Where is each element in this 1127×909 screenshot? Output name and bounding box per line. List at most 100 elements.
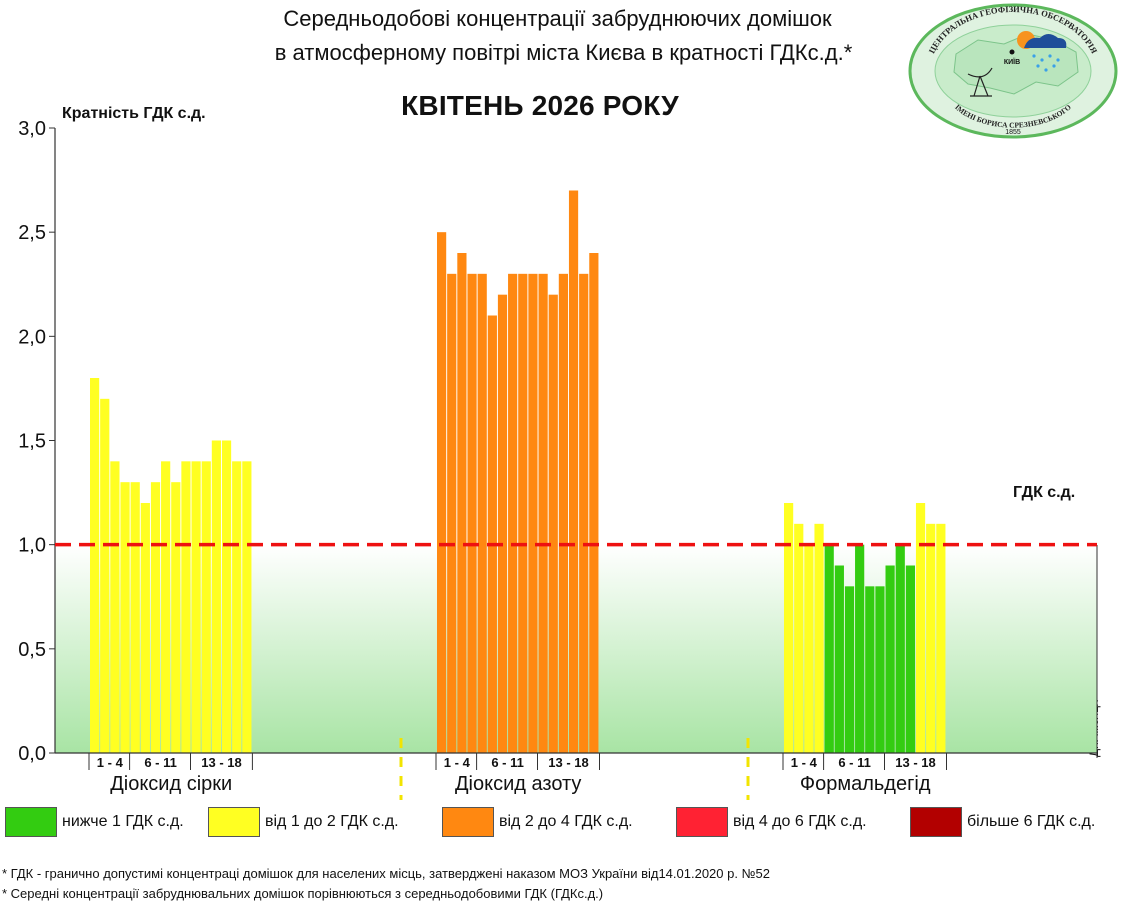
bar	[558, 273, 568, 753]
bar	[875, 586, 885, 753]
bar	[548, 294, 558, 753]
bar	[191, 461, 201, 753]
x-labels: 1 - 4 6 - 11 13 - 18 Діоксид сірки 1 - 4 6 - …	[88, 753, 947, 795]
bar	[885, 565, 895, 753]
day-range-label: 6 - 11	[491, 755, 524, 770]
bar	[579, 273, 589, 753]
bar	[497, 294, 508, 753]
y-axis-label: Кратність ГДК с.д.	[62, 105, 206, 122]
day-range-label: 6 - 11	[838, 755, 871, 770]
bar	[538, 273, 548, 753]
legend-item-darkred: більше 6 ГДК с.д.	[910, 806, 1095, 838]
bar	[130, 482, 140, 753]
bar	[834, 565, 844, 753]
radar-dish-icon	[967, 67, 993, 97]
bar	[221, 440, 232, 753]
bar	[211, 440, 221, 753]
y-tick-label: 1,5	[18, 431, 46, 453]
bar	[181, 461, 191, 753]
y-tick-label: 3,0	[18, 118, 46, 140]
bar	[90, 378, 100, 753]
y-tick-label: 0,5	[18, 639, 46, 661]
bar	[936, 523, 946, 753]
bar	[844, 586, 855, 753]
y-axis: 0,0 0,5 1,0 1,5 2,0 2,5 3,0	[18, 118, 56, 765]
bar	[140, 503, 150, 753]
legend-swatch-orange	[442, 807, 494, 837]
rain-drops-icon	[1032, 54, 1060, 72]
day-range-label: 1 - 4	[97, 755, 124, 770]
gdk-line-label: ГДК с.д.	[1013, 484, 1076, 501]
day-range-label: 13 - 18	[201, 755, 241, 770]
bar	[589, 253, 599, 753]
legend-swatch-darkred	[910, 807, 962, 837]
bar	[467, 273, 477, 753]
legend-swatch-red	[676, 807, 728, 837]
kyiv-marker	[1009, 49, 1015, 55]
footnotes: * ГДК - гранично допустимі концентраці д…	[2, 864, 770, 904]
bar	[150, 482, 161, 753]
bar	[528, 273, 538, 753]
y-tick-label: 2,5	[18, 222, 46, 244]
bar	[447, 273, 457, 753]
month-title: КВІТЕНЬ 2026 РОКУ	[401, 90, 679, 121]
bar	[804, 544, 814, 753]
bar	[824, 544, 834, 753]
legend-label-yellow: від 1 до 2 ГДК с.д.	[265, 813, 399, 830]
bar	[794, 523, 804, 753]
day-range-label: 13 - 18	[895, 755, 935, 770]
bar	[865, 586, 875, 753]
cloud-icon	[1024, 34, 1067, 48]
bar	[100, 398, 110, 753]
bar	[784, 503, 794, 753]
legend-label-orange: від 2 до 4 ГДК с.д.	[499, 813, 633, 830]
bar	[915, 503, 926, 753]
bar	[568, 190, 579, 753]
bar	[232, 461, 242, 753]
bar	[895, 544, 905, 753]
footnote-1: * ГДК - гранично допустимі концентраці д…	[2, 866, 770, 881]
legend-swatch-green	[5, 807, 57, 837]
bar	[457, 253, 467, 753]
group-name: Формальдегід	[800, 773, 931, 795]
footnote-2: * Середні концентрації забруднювальних д…	[2, 886, 604, 901]
title-line-1: Середньодобові концентрації забруднюючих…	[283, 6, 832, 31]
bar	[487, 315, 497, 753]
title-line-2: в атмосферному повітрі міста Києва в кра…	[274, 40, 853, 65]
bar	[518, 273, 528, 753]
day-range-label: 6 - 11	[144, 755, 177, 770]
day-range-label: 1 - 4	[444, 755, 471, 770]
legend-item-green: нижче 1 ГДК с.д.	[5, 806, 184, 838]
bars	[90, 190, 946, 754]
legend-label-darkred: більше 6 ГДК с.д.	[967, 813, 1096, 830]
y-tick-label: 0,0	[18, 743, 46, 765]
y-tick-label: 2,0	[18, 326, 46, 348]
bar	[110, 461, 120, 753]
bar	[171, 482, 181, 753]
bar	[508, 273, 518, 753]
bar	[905, 565, 915, 753]
day-range-label: 1 - 4	[791, 755, 818, 770]
bar	[161, 461, 171, 753]
bar	[477, 273, 487, 753]
legend-swatch-yellow	[208, 807, 260, 837]
bar	[437, 232, 447, 754]
bar	[120, 482, 130, 753]
bar	[926, 523, 936, 753]
bar	[855, 544, 865, 753]
legend: нижче 1 ГДК с.д. від 1 до 2 ГДК с.д. від…	[0, 806, 1127, 840]
y-tick-label: 1,0	[18, 535, 46, 557]
bar	[201, 461, 211, 753]
chart: 0,0 0,5 1,0 1,5 2,0 2,5 3,0 1 - 4 6 - 11 13 - 18…	[18, 118, 1098, 800]
logo-year: 1855	[1005, 129, 1021, 136]
observatory-logo: ЦЕНТРАЛЬНА ГЕОФІЗИЧНА ОБСЕРВАТОРІЯ ІМЕНІ…	[908, 3, 1118, 139]
group-name: Діоксид азоту	[455, 773, 581, 795]
logo-city: КИЇВ	[1004, 58, 1020, 66]
day-range-label: 13 - 18	[548, 755, 588, 770]
legend-label-green: нижче 1 ГДК с.д.	[62, 813, 184, 830]
bar	[242, 461, 252, 753]
legend-item-orange: від 2 до 4 ГДК с.д.	[442, 806, 633, 838]
ukraine-map	[953, 33, 1079, 95]
legend-item-yellow: від 1 до 2 ГДК с.д.	[208, 806, 399, 838]
group-name: Діоксид сірки	[110, 773, 232, 795]
